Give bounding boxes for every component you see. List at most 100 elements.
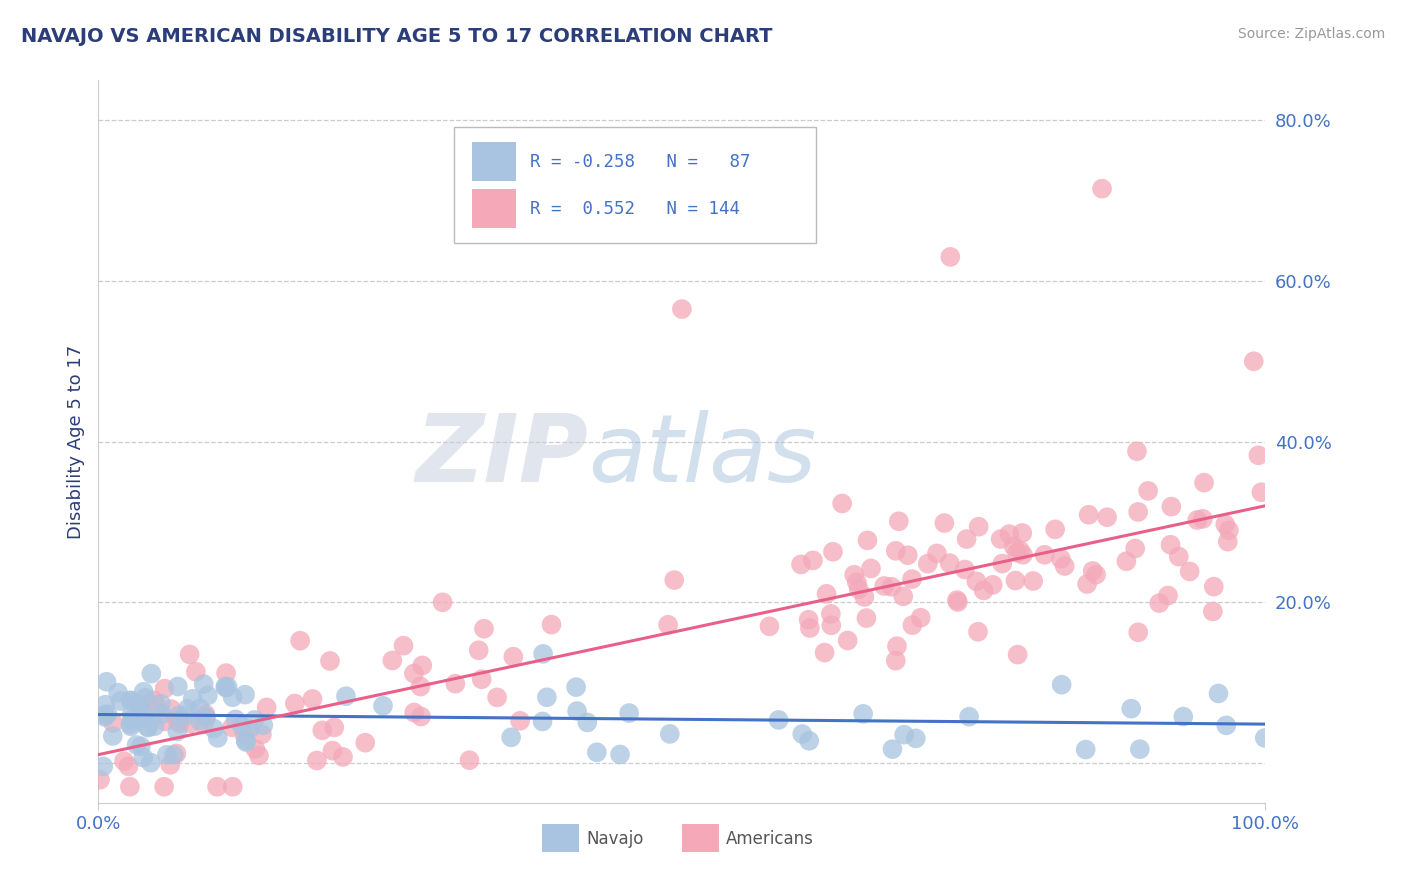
Point [167, 709, 190, 723]
Point [1208, 686, 1230, 700]
Point [160, 702, 183, 716]
Point [402, 666, 425, 681]
Point [852, 706, 875, 721]
Point [194, 706, 217, 721]
Text: R =  0.552   N = 144: R = 0.552 N = 144 [530, 200, 740, 218]
Point [1123, 541, 1146, 556]
Point [893, 728, 915, 742]
Point [576, 715, 599, 730]
Point [509, 714, 531, 728]
Point [897, 548, 920, 562]
Point [136, 721, 159, 735]
Point [141, 666, 163, 681]
Point [859, 561, 882, 575]
Point [121, 713, 143, 727]
Point [837, 633, 859, 648]
Point [467, 643, 489, 657]
Point [1192, 512, 1215, 526]
Point [856, 533, 879, 548]
FancyBboxPatch shape [454, 128, 815, 243]
Text: ZIP: ZIP [416, 410, 589, 502]
Point [1157, 589, 1180, 603]
Point [225, 712, 247, 726]
Point [831, 496, 853, 510]
Point [792, 727, 814, 741]
Point [953, 562, 976, 576]
Point [531, 647, 554, 661]
Point [96, 674, 118, 689]
Point [1076, 577, 1098, 591]
Point [128, 699, 150, 714]
Point [101, 729, 124, 743]
Point [1243, 354, 1265, 368]
Point [884, 544, 907, 558]
Point [910, 611, 932, 625]
Point [214, 680, 236, 694]
Point [305, 754, 328, 768]
Point [820, 607, 842, 621]
Point [1095, 510, 1118, 524]
Point [586, 745, 609, 759]
Point [797, 613, 820, 627]
Point [321, 744, 343, 758]
Point [657, 617, 679, 632]
Point [233, 728, 256, 742]
Point [1050, 678, 1073, 692]
Bar [682, 824, 720, 852]
Point [284, 697, 307, 711]
Point [1192, 475, 1215, 490]
Point [965, 574, 987, 589]
Point [301, 692, 323, 706]
Point [938, 556, 960, 570]
Point [1213, 517, 1236, 532]
Point [153, 681, 176, 696]
Point [1115, 554, 1137, 568]
Point [1149, 596, 1171, 610]
Point [904, 731, 927, 746]
Point [1202, 580, 1225, 594]
Point [215, 666, 238, 681]
Point [939, 250, 962, 264]
Point [188, 714, 211, 728]
Point [820, 618, 842, 632]
Point [193, 677, 215, 691]
Point [112, 754, 135, 768]
Point [235, 735, 257, 749]
Point [1247, 448, 1270, 462]
Point [197, 689, 219, 703]
Point [94, 710, 117, 724]
Point [882, 742, 904, 756]
Point [332, 750, 354, 764]
Point [319, 654, 342, 668]
Point [166, 680, 188, 694]
Point [973, 583, 995, 598]
Point [458, 753, 481, 767]
Point [110, 694, 132, 708]
Point [288, 633, 311, 648]
Point [1167, 549, 1189, 564]
Point [91, 759, 114, 773]
Point [901, 572, 924, 586]
Point [174, 708, 197, 723]
Point [392, 639, 415, 653]
Point [536, 690, 558, 705]
Point [981, 578, 1004, 592]
Point [873, 579, 896, 593]
Point [565, 704, 588, 718]
Point [1074, 742, 1097, 756]
Point [247, 748, 270, 763]
Point [1022, 574, 1045, 588]
Point [323, 720, 346, 734]
Point [565, 680, 588, 694]
Y-axis label: Disability Age 5 to 17: Disability Age 5 to 17 [66, 344, 84, 539]
Point [609, 747, 631, 762]
Point [444, 676, 467, 690]
Point [815, 587, 838, 601]
Point [134, 690, 156, 705]
Point [664, 573, 686, 587]
Point [194, 709, 217, 723]
Point [371, 698, 394, 713]
Point [128, 697, 150, 711]
Point [233, 688, 256, 702]
Point [153, 714, 176, 729]
